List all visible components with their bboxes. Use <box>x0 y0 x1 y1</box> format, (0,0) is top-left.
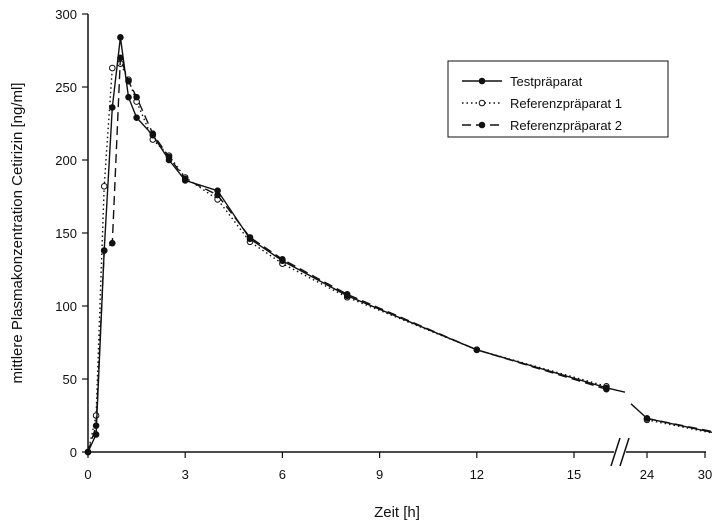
series-line-after-break <box>646 419 712 434</box>
legend-label: Referenzpräparat 1 <box>510 96 622 111</box>
legend-swatch-marker <box>478 99 486 107</box>
data-point <box>133 114 140 121</box>
tail-line-after-break <box>630 403 648 419</box>
data-point <box>125 93 132 101</box>
legend-item: Referenzpräparat 1 <box>462 96 622 111</box>
y-tick-label: 50 <box>63 372 77 387</box>
y-tick-label: 250 <box>55 80 77 95</box>
series-layer <box>84 34 712 456</box>
data-point <box>279 257 286 265</box>
legend-label: Referenzpräparat 2 <box>510 118 622 133</box>
legend: Testpräparat Referenzpräparat 1 Referenzpr… <box>447 60 669 138</box>
y-tick-label: 100 <box>55 299 77 314</box>
legend-label: Testpräparat <box>510 74 583 89</box>
legend-swatch-marker <box>478 77 486 85</box>
data-point <box>100 182 108 190</box>
x-axis-title: Zeit [h] <box>374 504 420 521</box>
data-point <box>246 235 254 243</box>
y-axis-title: mittlere Plasmakonzentration Cetirizin [… <box>9 83 26 384</box>
data-point <box>92 431 100 438</box>
data-point <box>214 187 221 194</box>
data-point <box>181 177 189 184</box>
x-ticks: 03691215243036 <box>84 452 712 482</box>
data-point <box>149 131 157 139</box>
series-1 <box>84 34 712 456</box>
x-tick-label: 12 <box>470 467 484 482</box>
y-tick-label: 200 <box>55 153 77 168</box>
data-point <box>100 247 108 254</box>
series-line-after-break <box>646 417 712 434</box>
tail-line-before-break <box>606 387 626 393</box>
x-tick-label: 9 <box>376 467 383 482</box>
data-point <box>84 448 92 456</box>
y-tick-label: 0 <box>70 445 77 460</box>
y-ticks: 0 50 100 150 200 250 300 <box>55 7 88 460</box>
y-tick-label: 300 <box>55 7 77 22</box>
x-tick-label: 0 <box>84 467 91 482</box>
legend-item: Referenzpräparat 2 <box>462 118 622 133</box>
legend-swatch-marker <box>478 121 486 129</box>
break-tail-lines <box>606 387 648 419</box>
x-tick-label: 15 <box>567 467 581 482</box>
data-point <box>109 104 116 111</box>
data-point <box>133 93 140 101</box>
x-tick-label: 6 <box>279 467 286 482</box>
data-point <box>343 292 351 300</box>
legend-item: Testpräparat <box>462 74 583 89</box>
x-tick-label: 3 <box>182 467 189 482</box>
data-point <box>473 346 481 354</box>
data-point <box>165 156 173 164</box>
series-line <box>87 37 607 453</box>
data-point <box>109 239 116 247</box>
data-point <box>117 34 124 41</box>
data-point <box>109 64 116 72</box>
y-tick-label: 150 <box>55 226 77 241</box>
x-tick-label: 24 <box>640 467 654 482</box>
series-line <box>87 57 607 453</box>
x-tick-label: 30 <box>698 467 712 482</box>
axis-break-icon <box>610 437 630 467</box>
